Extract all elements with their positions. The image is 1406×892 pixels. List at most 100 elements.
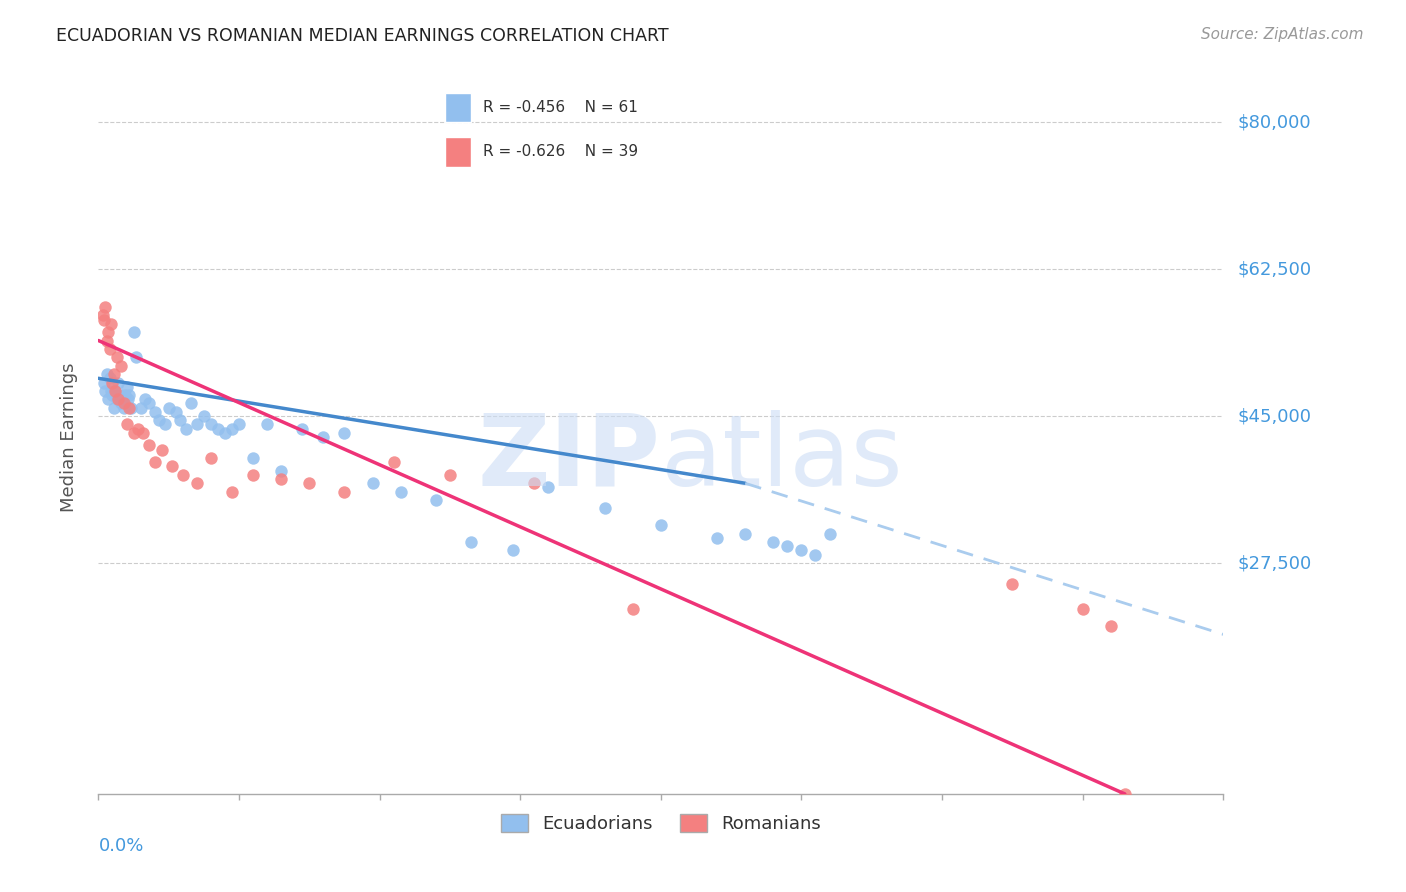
Point [242,451,264,466]
Point [101,388,124,402]
Text: R = -0.456    N = 61: R = -0.456 N = 61 [484,100,638,115]
Point [111,392,134,407]
Point [93,376,115,390]
Text: ECUADORIAN VS ROMANIAN MEDIAN EARNINGS CORRELATION CHART: ECUADORIAN VS ROMANIAN MEDIAN EARNINGS C… [56,27,669,45]
Point [103,401,125,415]
Legend: Ecuadorians, Romanians: Ecuadorians, Romanians [492,805,830,842]
Point [186,476,208,491]
Point [97,392,120,407]
Point [122,425,145,440]
FancyBboxPatch shape [444,93,471,122]
Point [165,405,187,419]
Point [706,531,728,545]
Point [118,401,141,415]
Point [117,392,139,407]
Point [389,484,412,499]
Point [112,396,135,410]
Point [221,484,243,499]
Point [193,409,215,423]
Point [157,401,180,415]
Point [169,413,191,427]
Point [361,476,384,491]
Text: R = -0.626    N = 39: R = -0.626 N = 39 [484,145,638,160]
Point [127,422,149,436]
Point [150,442,173,457]
Text: $80,000: $80,000 [1237,113,1310,131]
Point [132,425,155,440]
Point [790,543,813,558]
Point [104,384,127,398]
Point [256,417,278,432]
Point [270,472,292,486]
Point [98,371,121,385]
Point [153,417,176,432]
FancyBboxPatch shape [444,137,471,167]
Point [650,518,672,533]
Point [298,476,321,491]
Text: $45,000: $45,000 [1237,407,1312,425]
Point [104,384,127,398]
Point [96,334,118,348]
Point [439,467,461,482]
Point [523,476,546,491]
Point [98,342,121,356]
Point [138,438,160,452]
Point [502,543,524,558]
Point [93,312,115,326]
Point [129,401,152,415]
Point [100,384,122,398]
Point [101,376,124,390]
Point [143,455,166,469]
Text: Source: ZipAtlas.com: Source: ZipAtlas.com [1201,27,1364,42]
Point [180,396,202,410]
Text: 0.0%: 0.0% [98,837,143,855]
Point [762,535,785,549]
Point [107,392,129,407]
Text: ZIP: ZIP [478,410,661,507]
Point [125,351,148,365]
Point [122,325,145,339]
Point [593,501,616,516]
Point [200,451,222,466]
Point [148,413,170,427]
Point [97,325,120,339]
Point [1099,619,1122,633]
Text: $27,500: $27,500 [1237,554,1312,572]
Point [110,359,132,373]
Point [818,526,841,541]
Point [214,425,236,440]
Point [160,459,183,474]
Point [112,401,135,415]
Point [270,464,292,478]
Point [115,417,138,432]
Point [1114,787,1136,801]
Point [110,396,132,410]
Point [94,384,117,398]
Point [221,422,243,436]
Point [96,367,118,381]
Point [105,351,128,365]
Point [333,425,356,440]
Point [333,484,356,499]
Point [460,535,482,549]
Point [100,317,122,331]
Text: atlas: atlas [661,410,903,507]
Y-axis label: Median Earnings: Median Earnings [59,362,77,512]
Point [776,539,799,553]
Point [143,405,166,419]
Point [94,300,117,314]
Text: $62,500: $62,500 [1237,260,1312,278]
Point [174,422,197,436]
Point [1071,602,1094,616]
Point [425,493,447,508]
Point [200,417,222,432]
Point [134,392,156,407]
Point [207,422,229,436]
Point [120,401,142,415]
Point [186,417,208,432]
Point [138,396,160,410]
Point [108,388,131,402]
Point [114,388,136,402]
Point [1001,577,1024,591]
Point [312,430,335,444]
